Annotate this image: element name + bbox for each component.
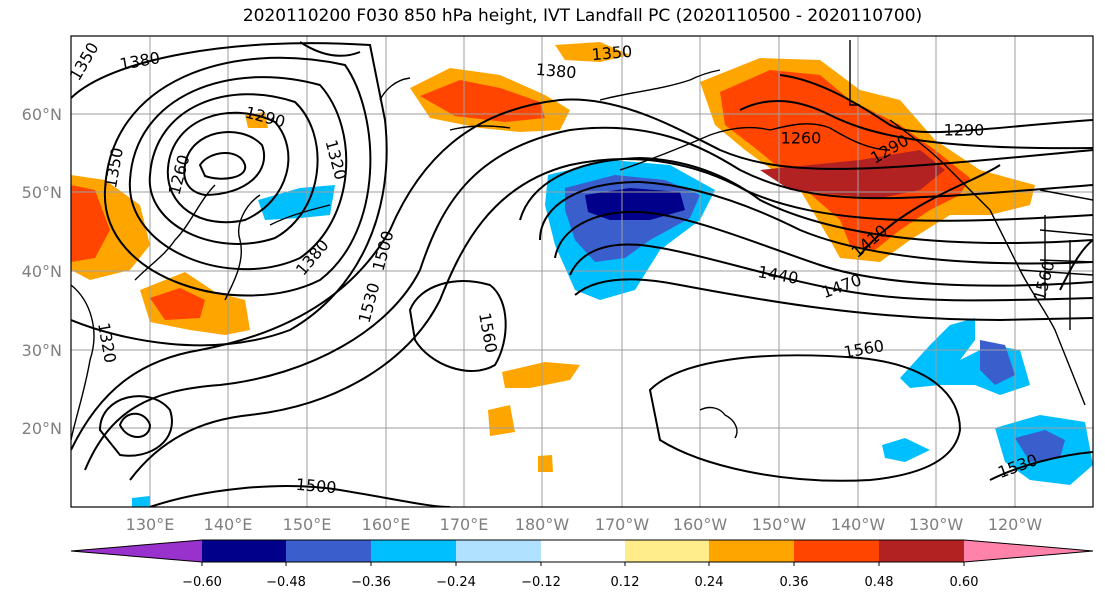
colorbar-segment <box>71 540 202 562</box>
colorbar-segment <box>286 540 371 562</box>
colorbar-segment <box>709 540 794 562</box>
longitude-label: 180°W <box>515 515 570 534</box>
colorbar-segment <box>202 540 286 562</box>
colorbar-tick-label: 0.48 <box>865 575 894 590</box>
longitude-label: 150°W <box>752 515 807 534</box>
longitude-label: 170°W <box>595 515 650 534</box>
map-frame <box>70 35 1094 508</box>
contour-label: 1500 <box>295 475 337 497</box>
latitude-label: 40°N <box>22 262 62 281</box>
colorbar-segment <box>541 540 625 562</box>
colorbar-segment <box>371 540 456 562</box>
colorbar-tick-label: 0.12 <box>611 575 640 590</box>
latitude-label: 60°N <box>22 105 62 124</box>
longitude-label: 130°E <box>126 515 175 534</box>
colorbar-tick-label: −0.48 <box>266 575 306 590</box>
height-contours <box>71 41 1093 507</box>
longitude-label: 140°E <box>204 515 253 534</box>
colorbar-tick-label: 0.36 <box>780 575 809 590</box>
colorbar-segment <box>456 540 541 562</box>
colorbar-tick-label: 0.60 <box>950 575 979 590</box>
colorbar-segment <box>794 540 879 562</box>
colorbar-tick-label: −0.24 <box>436 575 476 590</box>
colorbar-tick-label: −0.12 <box>521 575 561 590</box>
colorbar-segment <box>879 540 964 562</box>
longitude-label: 120°W <box>988 515 1043 534</box>
contour-label: 1350 <box>591 42 633 64</box>
contour-label: 1380 <box>535 60 577 82</box>
colorbar-tick-label: 0.24 <box>695 575 724 590</box>
negative-ivt-field <box>132 160 1093 507</box>
latitude-label: 30°N <box>22 341 62 360</box>
longitude-label: 130°W <box>909 515 964 534</box>
longitude-label: 150°E <box>283 515 332 534</box>
contour-label: 1260 <box>781 129 822 148</box>
coastlines <box>71 40 1093 441</box>
colorbar-tick-label: −0.36 <box>351 575 391 590</box>
longitude-label: 140°W <box>831 515 886 534</box>
colorbar: −0.60 −0.48 −0.36 −0.24 −0.12 0.12 0.24 0.36 0.4… <box>70 539 1094 590</box>
longitude-label: 160°E <box>362 515 411 534</box>
longitude-axis: 130°E 140°E 150°E 160°E 170°E 180°W 170°W 160°W… <box>126 515 1043 534</box>
latitude-axis: 60°N 50°N 40°N 30°N 20°N <box>22 105 62 438</box>
latitude-label: 50°N <box>22 183 62 202</box>
colorbar-segment <box>625 540 709 562</box>
map-title: 2020110200 F030 850 hPa height, IVT Land… <box>242 6 923 26</box>
map-content <box>71 36 1093 507</box>
contour-label: 1290 <box>944 121 985 140</box>
colorbar-segment <box>964 540 1093 562</box>
longitude-label: 170°E <box>440 515 489 534</box>
colorbar-tick-label: −0.60 <box>182 575 222 590</box>
latitude-label: 20°N <box>22 419 62 438</box>
longitude-label: 160°W <box>673 515 728 534</box>
